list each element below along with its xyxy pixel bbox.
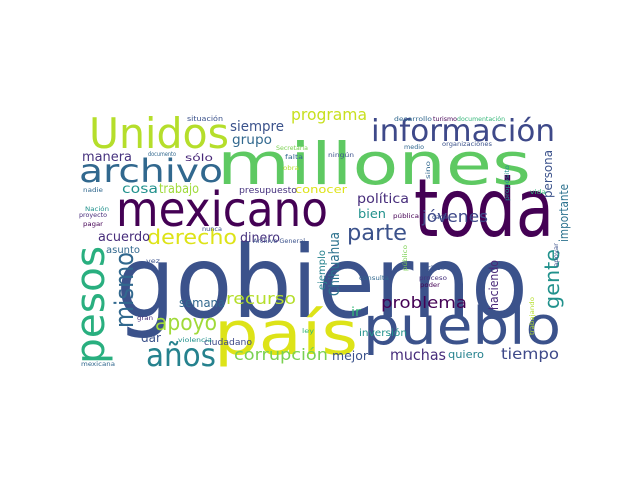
word-programa: programa: [291, 105, 367, 124]
word-ningun: ningún: [328, 152, 354, 159]
word-ciudadano: ciudadano: [204, 338, 252, 348]
word-asunto: asunto: [106, 245, 140, 256]
word-incluso: incluso: [421, 265, 445, 272]
word-manera: manera: [82, 150, 132, 165]
word-mismo: mismo: [110, 252, 140, 328]
word-falta: falta: [285, 154, 303, 161]
word-gran: gran: [137, 315, 153, 322]
word-anos: años: [146, 336, 216, 374]
word-obra: obra: [283, 165, 299, 172]
word-importante: importante: [557, 184, 571, 242]
word-consulta: consulta: [359, 275, 389, 282]
word-cosa: cosa: [122, 182, 158, 197]
word-poder: poder: [420, 282, 441, 289]
word-semana: semana: [179, 296, 225, 310]
word-trabajo: trabajo: [159, 182, 199, 197]
word-pais: país: [214, 299, 358, 369]
word-millones: millones: [217, 130, 531, 198]
word-publico: público: [402, 245, 409, 271]
word-problema: problema: [381, 293, 467, 312]
word-presupuesto: presupuesto: [239, 186, 298, 196]
word-mexicano: mexicano: [116, 182, 328, 238]
word-politica: política: [357, 192, 409, 207]
word-gente: gente: [540, 249, 564, 309]
word-persona: persona: [541, 150, 555, 198]
word-apoyar: apoyar: [553, 242, 560, 267]
word-proposito: propósito: [504, 165, 511, 201]
word-ejemplo: ejemplo: [317, 250, 328, 290]
word-parte: parte: [347, 221, 407, 246]
word-recurso: recurso: [226, 289, 296, 308]
word-violencia: violencia: [178, 337, 212, 344]
word-solo: sólo: [185, 152, 213, 164]
word-derecho: derecho: [147, 225, 237, 249]
word-cada: cada: [432, 214, 448, 221]
word-proceso: proceso: [419, 275, 447, 282]
word-conocer: conocer: [295, 183, 348, 196]
word-informacion: información: [371, 114, 555, 149]
word-vez: vez: [146, 258, 160, 265]
word-haciendo: haciendo: [487, 260, 501, 310]
word-documento: documento: [148, 151, 176, 158]
word-trabajando: trabajando: [529, 297, 536, 335]
word-nunca: nunca: [202, 226, 222, 233]
word-medio: medio: [404, 144, 424, 151]
word-cloud-background: [77, 94, 563, 369]
word-apoyo: apoyo: [155, 311, 217, 336]
word-pagar: pagar: [83, 221, 104, 228]
word-gobierno: gobierno: [116, 224, 528, 341]
word-inversion: inversión: [359, 327, 407, 339]
word-quiero: quiero: [448, 348, 484, 361]
word-sino: sino: [425, 161, 432, 179]
word-vida: vida: [530, 189, 546, 196]
word-acuerdo: acuerdo: [98, 230, 150, 245]
word-documentacion: documentación: [457, 116, 505, 123]
word-proyecto: proyecto: [79, 212, 107, 219]
word-unidos: Unidos: [89, 109, 229, 158]
word-dinero: dinero: [240, 231, 280, 246]
word-secretaria: Secretaría: [276, 145, 308, 152]
word-organizaciones: organizaciones: [442, 141, 492, 148]
word-tiempo: tiempo: [501, 345, 559, 363]
word-situacion: situación: [187, 115, 223, 123]
word-corrupcion: corrupción: [234, 345, 328, 364]
word-jovenes: jóvenes: [421, 207, 488, 226]
word-dar: dar: [141, 331, 161, 345]
word-turismo: turismo: [433, 116, 457, 123]
word-toda: toda: [414, 162, 554, 255]
word-ir: ir: [351, 305, 361, 319]
word-pueblo: pueblo: [363, 297, 561, 357]
word-grupo: grupo: [232, 133, 272, 148]
word-cloud-words: gobierno toda millones país pueblo mexic…: [68, 105, 571, 374]
word-publica: pública: [393, 213, 419, 220]
word-ley: ley: [302, 328, 315, 335]
word-nadie: nadie: [83, 187, 103, 194]
word-desarrollo: desarrollo: [394, 116, 432, 123]
word-mejor: mejor: [332, 349, 368, 363]
word-mexicana: mexicana: [81, 361, 115, 368]
word-archivo: archivo: [79, 152, 223, 190]
word-siempre: siempre: [230, 119, 284, 135]
word-archivo-general: Archivo General: [253, 238, 305, 245]
word-chihuahua: Chihuahua: [327, 232, 343, 296]
word-nacion: Nación: [85, 206, 109, 213]
word-muchas: muchas: [390, 346, 446, 364]
word-bien: bien: [358, 207, 386, 221]
word-pesos: pesos: [68, 246, 114, 364]
